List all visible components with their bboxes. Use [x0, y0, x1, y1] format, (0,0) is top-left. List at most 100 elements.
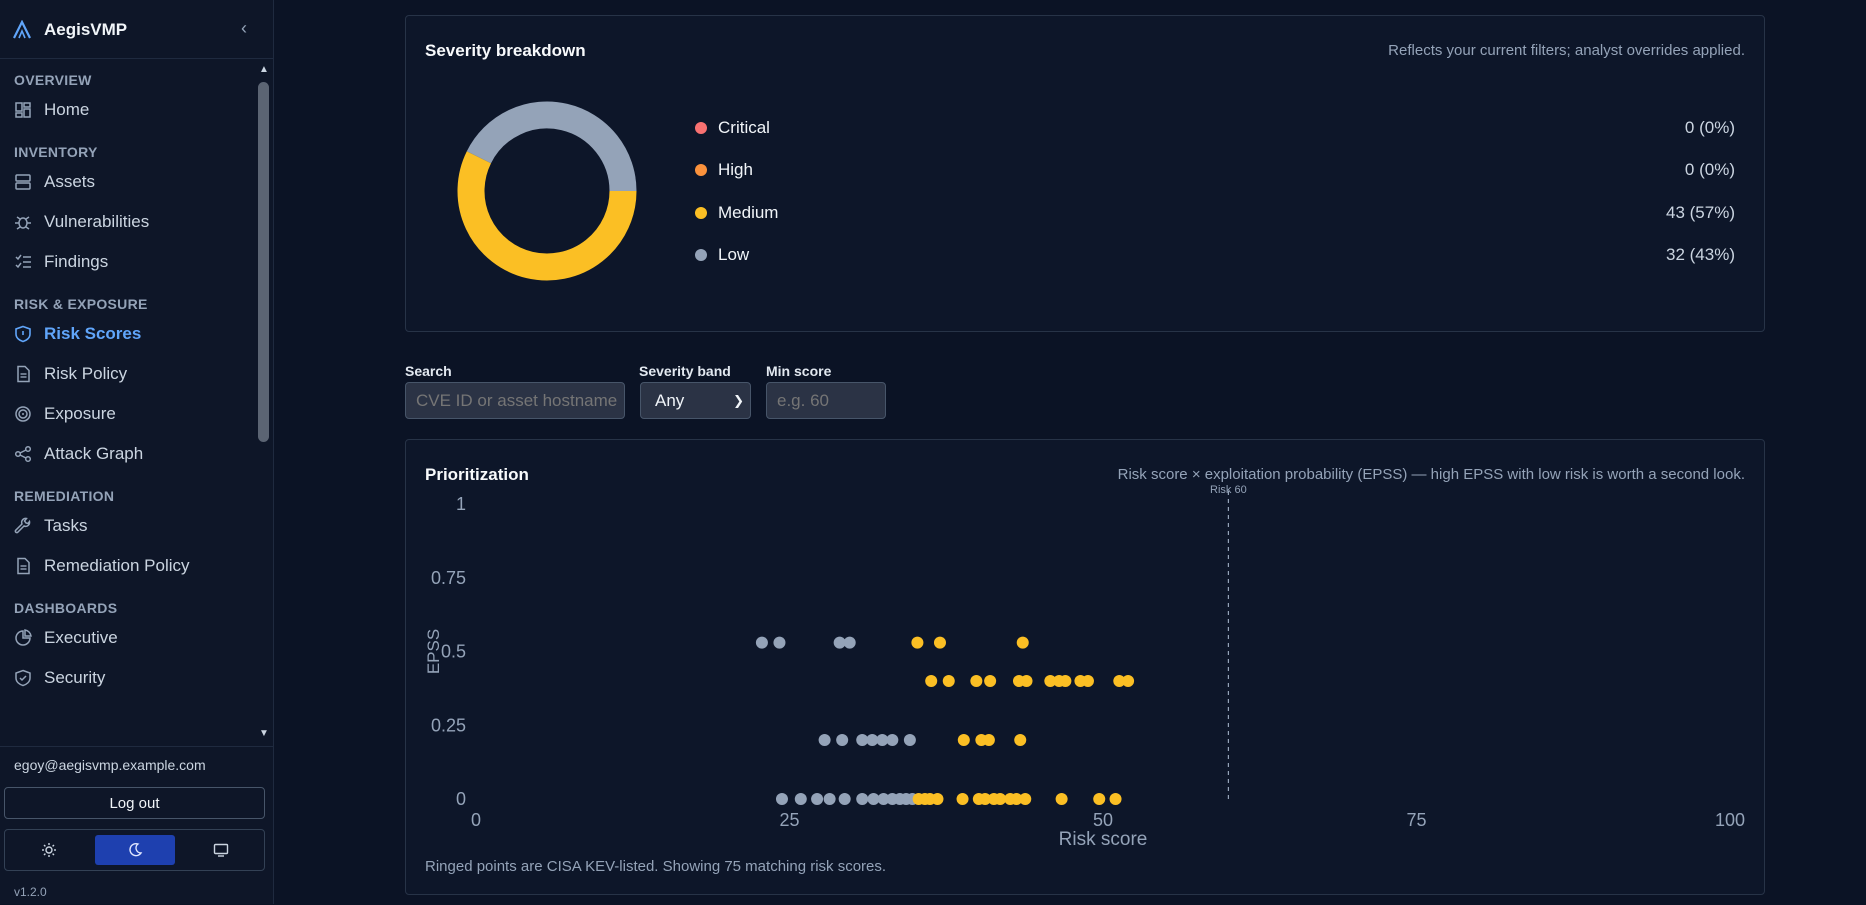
- scatter-point[interactable]: [877, 793, 890, 805]
- sidebar-item-exposure[interactable]: Exposure: [0, 394, 256, 434]
- legend-label: Low: [718, 244, 750, 264]
- sidebar-item-label: Exposure: [44, 404, 116, 423]
- shield-check-icon: [15, 669, 31, 687]
- scatter-point[interactable]: [1122, 675, 1135, 687]
- scatter-point[interactable]: [866, 734, 879, 746]
- scatter-point[interactable]: [833, 636, 846, 649]
- dark-theme-button[interactable]: [95, 835, 175, 865]
- severity-band-select[interactable]: Any ❯: [640, 382, 751, 419]
- shield-icon: [15, 325, 31, 343]
- scatter-point[interactable]: [856, 793, 869, 805]
- scatter-point[interactable]: [794, 793, 807, 805]
- scatter-point[interactable]: [775, 793, 788, 805]
- sidebar-section-heading: DASHBOARDS: [14, 600, 118, 616]
- scatter-point[interactable]: [903, 734, 916, 746]
- sidebar-item-risk-policy[interactable]: Risk Policy: [0, 354, 256, 394]
- scatter-point[interactable]: [1044, 675, 1057, 687]
- scatter-point[interactable]: [876, 734, 889, 746]
- scatter-point[interactable]: [994, 793, 1007, 805]
- severity-band-label: Severity band: [639, 363, 731, 379]
- sidebar-item-remediation-policy[interactable]: Remediation Policy: [0, 546, 256, 586]
- sidebar-item-attack-graph[interactable]: Attack Graph: [0, 434, 256, 474]
- legend-value: 0 (0%): [1684, 118, 1735, 137]
- sidebar-section-heading: RISK & EXPOSURE: [14, 296, 148, 312]
- scatter-point[interactable]: [1055, 793, 1068, 805]
- sidebar-item-home[interactable]: Home: [0, 90, 256, 130]
- logout-button[interactable]: Log out: [4, 787, 265, 819]
- severity-legend-row: Low 32 (43%): [695, 243, 1735, 267]
- sidebar-item-label: Risk Scores: [44, 324, 142, 343]
- scatter-point[interactable]: [838, 793, 851, 805]
- x-tick-label: 75: [1406, 810, 1426, 830]
- scatter-point[interactable]: [956, 793, 969, 805]
- legend-value: 43 (57%): [1666, 202, 1735, 222]
- scroll-up-icon[interactable]: ▲: [259, 64, 269, 75]
- donut-slice-low[interactable]: [466, 101, 637, 192]
- user-email: egoy@aegisvmp.example.com: [14, 757, 206, 773]
- scatter-point[interactable]: [984, 675, 997, 687]
- min-score-label: Min score: [766, 363, 832, 379]
- sidebar-item-assets[interactable]: Assets: [0, 162, 256, 202]
- sidebar-item-risk-scores[interactable]: Risk Scores: [0, 314, 256, 354]
- sidebar-item-executive[interactable]: Executive: [0, 618, 256, 658]
- legend-dot: [695, 248, 707, 261]
- scatter-point[interactable]: [843, 636, 856, 649]
- scatter-point[interactable]: [1014, 734, 1027, 746]
- scatter-point[interactable]: [970, 675, 983, 687]
- scatter-point[interactable]: [867, 793, 880, 805]
- sidebar-item-security[interactable]: Security: [0, 658, 256, 698]
- collapse-sidebar-icon[interactable]: ‹: [241, 18, 247, 38]
- sidebar-item-tasks[interactable]: Tasks: [0, 506, 256, 546]
- checklist-icon: [15, 254, 31, 269]
- user-area: egoy@aegisvmp.example.com Log out: [0, 746, 273, 905]
- scatter-point[interactable]: [1059, 675, 1072, 687]
- scatter-point[interactable]: [979, 793, 992, 805]
- scatter-point[interactable]: [925, 675, 938, 687]
- app-name: AegisVMP: [44, 20, 128, 39]
- scatter-point[interactable]: [755, 636, 768, 649]
- sidebar-item-findings[interactable]: Findings: [0, 242, 256, 282]
- scatter-point[interactable]: [1020, 675, 1033, 687]
- scatter-point[interactable]: [1109, 793, 1122, 805]
- scatter-point[interactable]: [1093, 793, 1106, 805]
- prioritization-scatter-chart: 0 25 50 75 100 0 0.25 0.5 0.75 1 Risk score EPSS Ris…: [424, 484, 1745, 850]
- scrollbar-thumb[interactable]: [258, 82, 269, 442]
- legend-label: Critical: [718, 118, 770, 137]
- legend-dot: [695, 164, 707, 177]
- severity-breakdown-card: Severity breakdown Reflects your current…: [405, 15, 1765, 332]
- sidebar-section-heading: OVERVIEW: [14, 72, 92, 88]
- scatter-point[interactable]: [886, 734, 899, 746]
- scatter-point[interactable]: [1113, 675, 1126, 687]
- scatter-point[interactable]: [1081, 675, 1094, 687]
- sidebar-item-label: Executive: [44, 628, 118, 647]
- scatter-point[interactable]: [1010, 793, 1023, 805]
- severity-legend-row: Medium 43 (57%): [695, 201, 1735, 225]
- scatter-point[interactable]: [856, 734, 869, 746]
- y-tick-label: 0.5: [441, 642, 466, 662]
- severity-legend-row: High 0 (0%): [695, 158, 1735, 182]
- search-input[interactable]: [405, 382, 625, 419]
- scatter-point[interactable]: [911, 636, 924, 649]
- legend-label: High: [718, 160, 753, 180]
- scatter-point[interactable]: [823, 793, 836, 805]
- scatter-point[interactable]: [931, 793, 944, 805]
- light-theme-button[interactable]: [9, 835, 89, 865]
- scroll-down-icon[interactable]: ▼: [259, 728, 269, 739]
- min-score-input[interactable]: [766, 382, 886, 419]
- sidebar-item-label: Findings: [44, 252, 109, 271]
- scatter-point[interactable]: [933, 636, 946, 649]
- scatter-point[interactable]: [1016, 636, 1029, 649]
- legend-dot: [695, 122, 707, 134]
- scatter-point[interactable]: [818, 734, 831, 746]
- scatter-point[interactable]: [811, 793, 824, 805]
- scatter-point[interactable]: [773, 636, 786, 649]
- system-theme-button[interactable]: [181, 835, 261, 865]
- donut-slice-medium[interactable]: [457, 151, 637, 281]
- scatter-point[interactable]: [982, 734, 995, 746]
- scatter-point[interactable]: [1019, 793, 1032, 805]
- scatter-point[interactable]: [957, 734, 970, 746]
- scatter-point[interactable]: [836, 734, 849, 746]
- scatter-point[interactable]: [942, 675, 955, 687]
- logo-icon: [13, 20, 31, 39]
- sidebar-item-vulnerabilities[interactable]: Vulnerabilities: [0, 202, 256, 242]
